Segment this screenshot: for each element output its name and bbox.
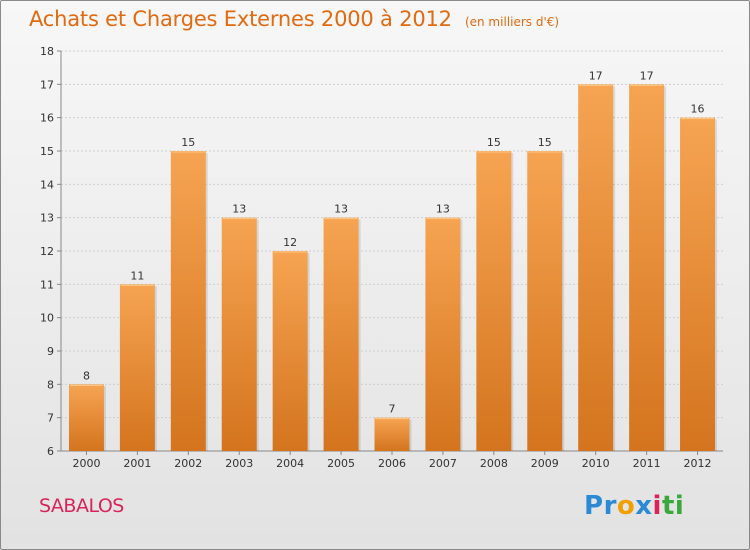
y-tick-label: 11	[40, 278, 54, 291]
x-tick-label: 2010	[582, 457, 610, 470]
bar	[221, 217, 257, 451]
bar	[323, 217, 359, 451]
x-tick-label: 2003	[225, 457, 253, 470]
bar-value-label: 8	[83, 369, 90, 382]
commune-name: SABALOS	[39, 495, 124, 517]
x-tick-label: 2002	[174, 457, 202, 470]
y-tick-label: 16	[40, 112, 54, 125]
bar	[374, 417, 410, 451]
bar	[272, 251, 308, 451]
bar	[629, 84, 665, 451]
y-tick-label: 7	[47, 412, 54, 425]
y-tick-label: 13	[40, 212, 54, 225]
bar	[425, 217, 461, 451]
x-tick-label: 2011	[633, 457, 661, 470]
y-tick-label: 14	[40, 178, 54, 191]
bar-value-label: 13	[334, 203, 348, 216]
y-tick-label: 6	[47, 445, 54, 458]
bar	[119, 284, 155, 451]
chart-title: Achats et Charges Externes 2000 à 2012	[29, 7, 452, 31]
y-tick-label: 8	[47, 378, 54, 391]
proxiti-logo: Proxiti	[584, 491, 685, 521]
y-tick-label: 18	[40, 45, 54, 58]
y-tick-label: 17	[40, 78, 54, 91]
x-tick-label: 2009	[531, 457, 559, 470]
chart-unit: (en milliers d'€)	[464, 15, 560, 29]
x-tick-label: 2005	[327, 457, 355, 470]
bar-value-label: 15	[487, 136, 501, 149]
x-tick-label: 2004	[276, 457, 304, 470]
bar-value-label: 16	[691, 103, 705, 116]
bar	[476, 151, 512, 451]
bar-value-label: 17	[589, 69, 603, 82]
bar-value-label: 15	[538, 136, 552, 149]
y-tick-label: 15	[40, 145, 54, 158]
bar-value-label: 7	[389, 403, 396, 416]
bar-value-label: 15	[181, 136, 195, 149]
bar-value-label: 17	[640, 69, 654, 82]
x-tick-label: 2006	[378, 457, 406, 470]
x-tick-label: 2007	[429, 457, 457, 470]
bar-value-label: 12	[283, 236, 297, 249]
bar	[680, 117, 716, 452]
x-tick-label: 2008	[480, 457, 508, 470]
bar	[68, 384, 104, 451]
bar-value-label: 11	[130, 269, 144, 282]
bar-value-label: 13	[436, 203, 450, 216]
x-tick-label: 2000	[72, 457, 100, 470]
x-tick-label: 2012	[684, 457, 712, 470]
bar	[527, 151, 563, 451]
bar	[170, 151, 206, 451]
y-tick-label: 9	[47, 345, 54, 358]
bar	[578, 84, 614, 451]
bar-value-label: 13	[232, 203, 246, 216]
y-tick-label: 10	[40, 312, 54, 325]
chart-title-row: Achats et Charges Externes 2000 à 2012 (…	[29, 7, 559, 31]
x-tick-label: 2001	[123, 457, 151, 470]
y-tick-label: 12	[40, 245, 54, 258]
